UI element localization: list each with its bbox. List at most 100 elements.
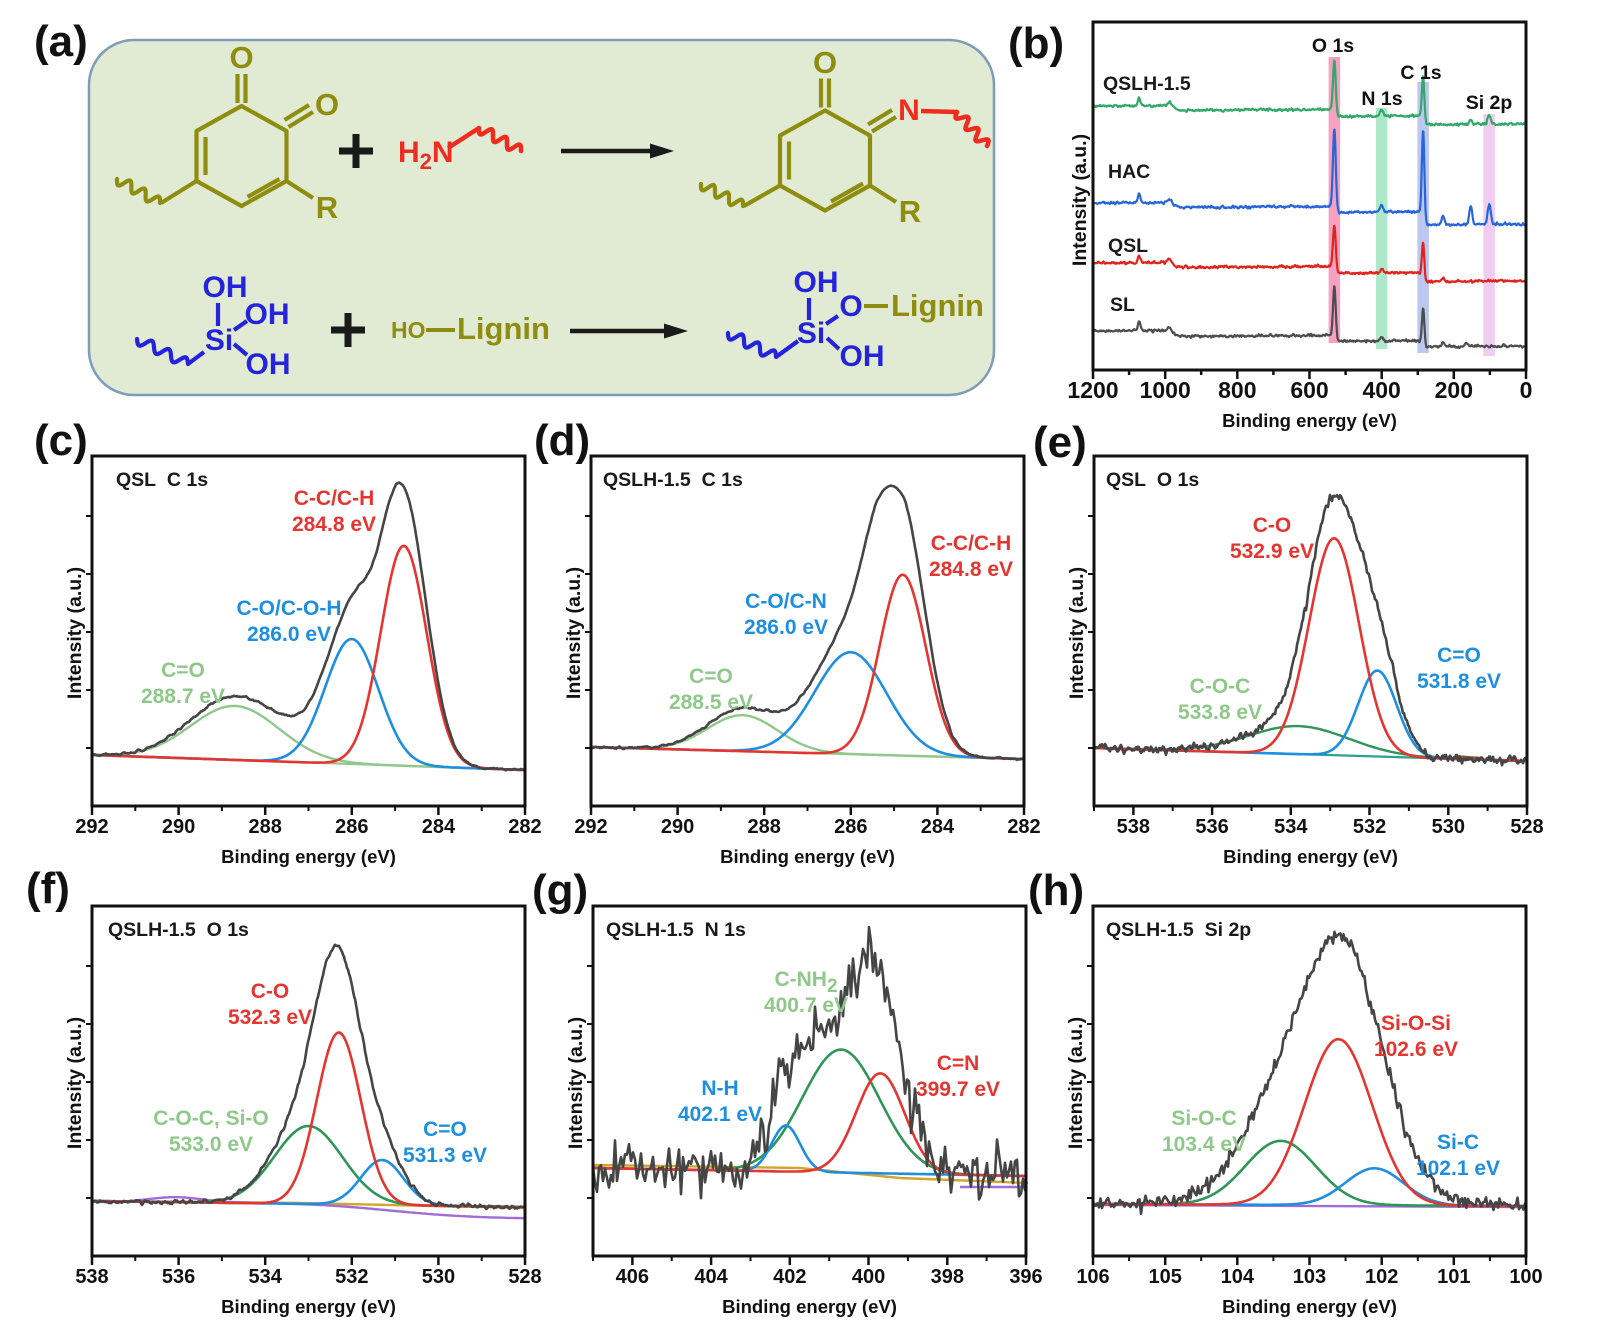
svg-text:N-H: N-H	[701, 1077, 738, 1100]
svg-text:C=O: C=O	[423, 1118, 467, 1141]
svg-text:H2N: H2N	[398, 136, 454, 174]
svg-text:C=O: C=O	[161, 659, 205, 682]
svg-text:105: 105	[1148, 1266, 1181, 1288]
svg-text:286: 286	[335, 816, 368, 838]
svg-text:284.8 eV: 284.8 eV	[929, 558, 1013, 581]
svg-text:400: 400	[1362, 377, 1400, 403]
svg-text:530: 530	[422, 1266, 455, 1288]
svg-text:284.8 eV: 284.8 eV	[292, 513, 376, 536]
svg-text:528: 528	[508, 1266, 541, 1288]
svg-text:Binding energy (eV): Binding energy (eV)	[722, 1296, 897, 1317]
svg-text:(c): (c)	[34, 416, 88, 465]
svg-text:(e): (e)	[1033, 418, 1087, 467]
svg-text:1200: 1200	[1067, 377, 1118, 403]
svg-text:399.7 eV: 399.7 eV	[916, 1078, 1000, 1101]
svg-text:Binding energy (eV): Binding energy (eV)	[1223, 846, 1398, 867]
svg-text:R: R	[316, 190, 338, 225]
svg-text:534: 534	[1274, 816, 1308, 838]
svg-text:532.9 eV: 532.9 eV	[1230, 540, 1314, 563]
svg-text:QSL: QSL	[1108, 235, 1148, 257]
svg-text:N 1s: N 1s	[1361, 88, 1402, 110]
svg-text:282: 282	[508, 816, 541, 838]
svg-text:QSLH-1.5 C 1s: QSLH-1.5 C 1s	[603, 469, 743, 491]
svg-text:O: O	[315, 87, 339, 122]
svg-text:Binding energy (eV): Binding energy (eV)	[1222, 410, 1397, 431]
svg-text:Binding energy (eV): Binding energy (eV)	[720, 846, 895, 867]
svg-text:102.1 eV: 102.1 eV	[1416, 1157, 1500, 1180]
svg-text:100: 100	[1509, 1266, 1542, 1288]
svg-text:Si-O-C: Si-O-C	[1171, 1107, 1236, 1130]
svg-text:C-C/C-H: C-C/C-H	[294, 487, 374, 510]
svg-text:C=O: C=O	[1437, 644, 1481, 667]
svg-text:C=N: C=N	[937, 1052, 980, 1075]
svg-text:O: O	[229, 40, 253, 75]
svg-text:292: 292	[574, 816, 607, 838]
svg-text:Intensity (a.u.): Intensity (a.u.)	[563, 567, 585, 699]
svg-text:286.0 eV: 286.0 eV	[247, 623, 331, 646]
svg-text:284: 284	[921, 816, 955, 838]
svg-text:O 1s: O 1s	[1312, 35, 1354, 57]
svg-text:C-O/C-O-H: C-O/C-O-H	[237, 597, 342, 620]
svg-text:OH: OH	[203, 271, 248, 304]
svg-text:102: 102	[1365, 1266, 1398, 1288]
svg-text:(f): (f)	[26, 864, 70, 913]
svg-text:Intensity (a.u.): Intensity (a.u.)	[565, 1017, 587, 1149]
svg-text:404: 404	[694, 1266, 728, 1288]
svg-text:Si-C: Si-C	[1437, 1131, 1479, 1154]
svg-text:Intensity (a.u.): Intensity (a.u.)	[1066, 567, 1088, 699]
svg-text:QSLH-1.5 Si 2p: QSLH-1.5 Si 2p	[1106, 919, 1251, 941]
svg-text:C=O: C=O	[689, 665, 733, 688]
svg-text:OH: OH	[794, 266, 839, 299]
svg-text:396: 396	[1009, 1266, 1042, 1288]
svg-text:Binding energy (eV): Binding energy (eV)	[221, 846, 396, 867]
svg-text:288.7 eV: 288.7 eV	[141, 685, 225, 708]
svg-text:R: R	[899, 194, 921, 229]
svg-text:200: 200	[1435, 377, 1473, 403]
svg-text:Lignin: Lignin	[457, 311, 550, 346]
svg-text:Si 2p: Si 2p	[1466, 92, 1513, 114]
svg-text:Si-O-Si: Si-O-Si	[1381, 1012, 1451, 1035]
svg-text:538: 538	[75, 1266, 108, 1288]
svg-text:Intensity (a.u.): Intensity (a.u.)	[1065, 1017, 1087, 1149]
svg-text:406: 406	[616, 1266, 649, 1288]
svg-text:101: 101	[1437, 1266, 1470, 1288]
svg-text:N: N	[898, 94, 920, 127]
svg-text:C-O/C-N: C-O/C-N	[745, 590, 827, 613]
svg-text:288: 288	[748, 816, 781, 838]
svg-text:Intensity (a.u.): Intensity (a.u.)	[64, 1017, 86, 1149]
svg-text:532: 532	[1353, 816, 1386, 838]
svg-text:402.1 eV: 402.1 eV	[678, 1103, 762, 1126]
svg-text:Intensity (a.u.): Intensity (a.u.)	[64, 567, 86, 699]
svg-text:OH: OH	[245, 298, 290, 331]
svg-text:QSLH-1.5: QSLH-1.5	[1103, 73, 1191, 95]
svg-text:OH: OH	[840, 340, 885, 373]
svg-text:290: 290	[162, 816, 195, 838]
svg-text:531.8 eV: 531.8 eV	[1417, 670, 1501, 693]
svg-text:106: 106	[1076, 1266, 1109, 1288]
svg-text:Binding energy (eV): Binding energy (eV)	[221, 1296, 396, 1317]
svg-text:QSL O 1s: QSL O 1s	[1106, 469, 1199, 491]
svg-text:(d): (d)	[534, 416, 590, 465]
svg-text:QSLH-1.5 O 1s: QSLH-1.5 O 1s	[108, 919, 249, 941]
svg-text:(h): (h)	[1028, 866, 1084, 915]
svg-text:SL: SL	[1110, 294, 1135, 316]
svg-text:O: O	[839, 290, 862, 323]
svg-text:400.7 eV: 400.7 eV	[764, 994, 848, 1017]
svg-text:102.6 eV: 102.6 eV	[1374, 1038, 1458, 1061]
svg-text:800: 800	[1218, 377, 1256, 403]
svg-text:C-O: C-O	[1253, 514, 1292, 537]
svg-text:(g): (g)	[532, 866, 588, 915]
svg-text:(a): (a)	[34, 17, 88, 66]
svg-text:0: 0	[1520, 377, 1533, 403]
svg-text:(b): (b)	[1008, 19, 1064, 68]
svg-text:103.4 eV: 103.4 eV	[1162, 1133, 1246, 1156]
svg-text:C-C/C-H: C-C/C-H	[931, 532, 1011, 555]
svg-text:C-O-C: C-O-C	[1190, 675, 1251, 698]
svg-text:528: 528	[1510, 816, 1543, 838]
svg-text:530: 530	[1432, 816, 1465, 838]
svg-text:400: 400	[852, 1266, 885, 1288]
svg-text:288.5 eV: 288.5 eV	[669, 691, 753, 714]
svg-text:536: 536	[162, 1266, 195, 1288]
svg-text:O: O	[813, 45, 837, 80]
svg-text:290: 290	[661, 816, 694, 838]
